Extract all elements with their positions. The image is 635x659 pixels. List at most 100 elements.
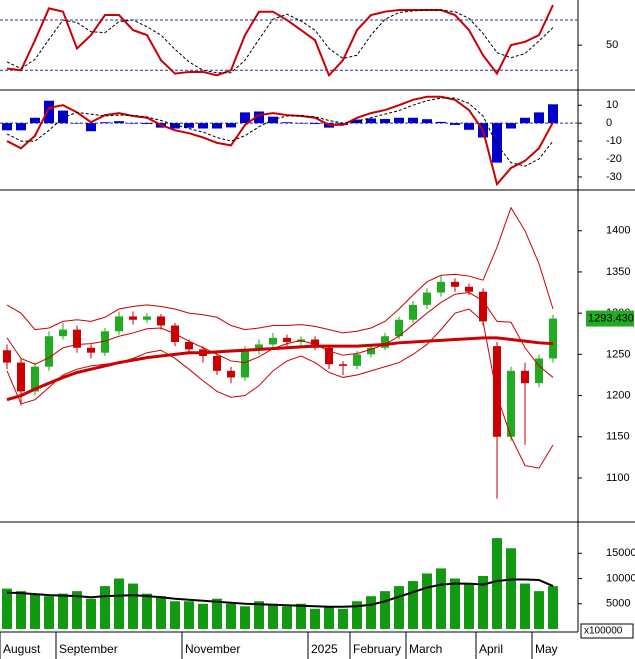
series-line (6, 578, 554, 608)
histogram-bar (240, 112, 250, 124)
x-tick-label: March (409, 642, 442, 656)
volume-bar (30, 593, 40, 629)
histogram-bar (282, 122, 292, 124)
y-tick-label: -20 (606, 153, 622, 165)
histogram-bar (226, 123, 236, 128)
histogram-bar (310, 123, 320, 125)
x-tick-label: May (535, 642, 558, 656)
candle-body (423, 292, 431, 305)
candle-body (101, 331, 109, 353)
histogram-bar (548, 104, 558, 124)
volume-bar (506, 548, 516, 629)
volume-bar (184, 601, 194, 629)
y-tick-label: 1100 (606, 472, 630, 484)
series-line (6, 292, 554, 378)
volume-bar (310, 608, 320, 629)
volume-bar (226, 603, 236, 629)
volume-bar (86, 598, 96, 629)
histogram-bar (142, 123, 152, 125)
candle-body (395, 319, 403, 337)
series-line (6, 206, 554, 334)
volume-bar (114, 578, 124, 629)
candle-body (185, 341, 193, 350)
volume-bar (408, 581, 418, 629)
histogram-bar (422, 119, 432, 124)
last-value-box (586, 310, 634, 327)
x-tick-label: September (59, 642, 118, 656)
candle-body (3, 350, 11, 363)
candle-body (241, 350, 249, 378)
y-tick-label: 10 (606, 99, 618, 111)
volume-bar (366, 596, 376, 629)
volume-bar (100, 586, 110, 629)
histogram-bar (72, 123, 82, 124)
candle-body (17, 362, 25, 392)
candle-body (437, 281, 445, 293)
y-tick-label: -10 (606, 135, 622, 147)
candle-body (87, 347, 95, 353)
series-line (6, 97, 554, 167)
candle-body (227, 370, 235, 378)
x-tick-label: February (353, 642, 401, 656)
histogram-bar (366, 118, 376, 124)
volume-bar (296, 603, 306, 629)
histogram-bar (114, 121, 124, 124)
histogram-bar (30, 117, 40, 124)
candle-body (311, 339, 319, 348)
candle-body (409, 304, 417, 320)
volume-bar (170, 601, 180, 629)
candle-body (255, 344, 263, 351)
volume-bar (198, 603, 208, 629)
y-tick-label: 10000 (606, 572, 635, 584)
volume-bar (58, 593, 68, 629)
histogram-bar (492, 123, 502, 163)
candle-body (465, 286, 473, 292)
last-value-label: 1293.430 (588, 312, 634, 324)
volume-bar (394, 586, 404, 629)
candle-body (479, 291, 487, 322)
volume-bar (142, 593, 152, 629)
candle-body (73, 329, 81, 348)
volume-bar (156, 596, 166, 629)
histogram-bar (464, 123, 474, 130)
x-tick-label: 2025 (311, 642, 338, 656)
candle-body (283, 337, 291, 342)
histogram-bar (296, 123, 306, 124)
volume-bar (548, 586, 558, 629)
volume-bar (254, 601, 264, 629)
candle-body (157, 316, 165, 326)
y-tick-label: 0 (606, 117, 612, 129)
candle-body (143, 316, 151, 320)
histogram-bar (16, 123, 26, 131)
candle-body (549, 318, 557, 359)
series-line (6, 308, 554, 469)
volume-bar (520, 583, 530, 629)
histogram-bar (436, 121, 446, 124)
volume-bar (338, 608, 348, 629)
y-tick-label: 1400 (606, 225, 630, 237)
candle-body (493, 346, 501, 437)
histogram-bar (394, 117, 404, 124)
candle-body (381, 336, 389, 348)
histogram-bar (58, 110, 68, 124)
histogram-bar (254, 111, 264, 124)
series-line (6, 4, 554, 78)
histogram-bar (380, 119, 390, 124)
volume-bar (534, 591, 544, 629)
y-tick-label: -30 (606, 171, 622, 183)
histogram-bar (184, 123, 194, 128)
x-tick-label: April (479, 642, 503, 656)
candle-body (521, 370, 529, 384)
unit-box (580, 623, 634, 639)
volume-bar (422, 573, 432, 629)
candle-body (325, 347, 333, 365)
unit-label: x100000 (584, 626, 623, 637)
histogram-bar (534, 112, 544, 124)
candle-body (451, 281, 459, 287)
series-line (6, 336, 554, 402)
y-tick-label: 50 (606, 39, 618, 51)
volume-bar (268, 603, 278, 629)
histogram-bar (100, 122, 110, 124)
volume-bar (450, 578, 460, 629)
